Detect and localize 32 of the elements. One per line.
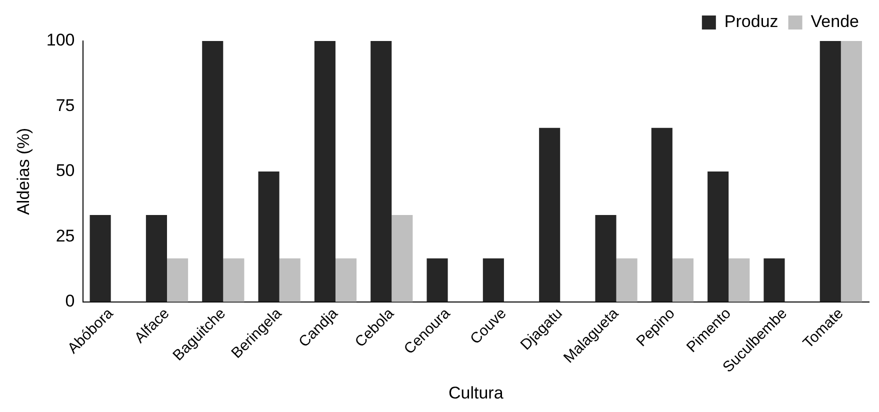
bar <box>335 258 357 302</box>
y-tick-label: 25 <box>56 226 75 246</box>
bar <box>595 215 616 302</box>
legend-label: Vende <box>810 12 860 32</box>
x-axis-title: Cultura <box>448 383 504 402</box>
y-tick-label: 50 <box>56 161 75 180</box>
bar <box>258 171 280 302</box>
bar <box>616 258 638 302</box>
y-tick-label: 75 <box>56 96 75 115</box>
bar <box>820 41 841 302</box>
bar <box>314 41 336 302</box>
legend-label: Produz <box>724 12 778 32</box>
bar <box>840 41 862 302</box>
bar <box>202 41 224 302</box>
bar <box>223 258 244 302</box>
y-tick-label: 0 <box>65 292 75 311</box>
bar <box>167 258 188 302</box>
bar <box>370 41 392 302</box>
y-tick-label: 100 <box>46 30 75 50</box>
bar <box>708 171 729 302</box>
bar <box>90 215 111 302</box>
y-axis-title: Aldeias (%) <box>14 128 33 215</box>
bar <box>279 258 300 302</box>
bar <box>146 215 168 302</box>
bar <box>482 258 504 302</box>
bar <box>728 258 750 302</box>
bar <box>426 258 448 302</box>
bar <box>764 258 785 302</box>
bar <box>651 128 672 302</box>
bar <box>392 215 413 302</box>
bar <box>539 128 560 302</box>
bar <box>672 258 694 302</box>
